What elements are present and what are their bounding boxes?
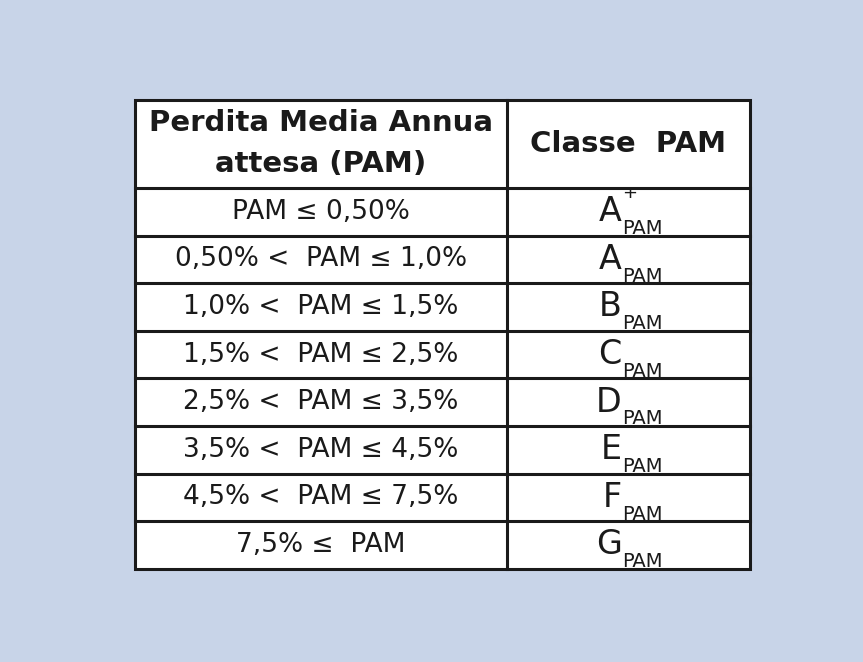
Text: Perdita Media Annua
attesa (PAM): Perdita Media Annua attesa (PAM) xyxy=(148,109,493,179)
Text: 7,5% ≤  PAM: 7,5% ≤ PAM xyxy=(236,532,406,558)
Text: 2,5% <  PAM ≤ 3,5%: 2,5% < PAM ≤ 3,5% xyxy=(183,389,458,415)
Text: D: D xyxy=(596,386,621,418)
Text: PAM: PAM xyxy=(622,409,663,428)
Text: PAM: PAM xyxy=(622,457,663,476)
Text: 4,5% <  PAM ≤ 7,5%: 4,5% < PAM ≤ 7,5% xyxy=(183,485,458,510)
Text: C: C xyxy=(598,338,621,371)
Text: Classe  PAM: Classe PAM xyxy=(531,130,727,158)
Text: A: A xyxy=(599,195,621,228)
Text: PAM: PAM xyxy=(622,504,663,524)
Text: +: + xyxy=(622,184,638,202)
Text: E: E xyxy=(601,433,621,466)
Text: PAM: PAM xyxy=(622,314,663,333)
Text: 1,0% <  PAM ≤ 1,5%: 1,0% < PAM ≤ 1,5% xyxy=(183,294,458,320)
Text: PAM: PAM xyxy=(622,552,663,571)
Text: 0,50% <  PAM ≤ 1,0%: 0,50% < PAM ≤ 1,0% xyxy=(174,246,467,272)
Text: 1,5% <  PAM ≤ 2,5%: 1,5% < PAM ≤ 2,5% xyxy=(183,342,458,367)
Text: PAM: PAM xyxy=(622,267,663,285)
Text: 3,5% <  PAM ≤ 4,5%: 3,5% < PAM ≤ 4,5% xyxy=(183,437,458,463)
Text: F: F xyxy=(602,481,621,514)
Text: B: B xyxy=(599,291,621,324)
Text: PAM: PAM xyxy=(622,219,663,238)
Text: G: G xyxy=(595,528,621,561)
Text: A: A xyxy=(599,243,621,276)
Text: PAM ≤ 0,50%: PAM ≤ 0,50% xyxy=(232,199,410,224)
Text: PAM: PAM xyxy=(622,361,663,381)
